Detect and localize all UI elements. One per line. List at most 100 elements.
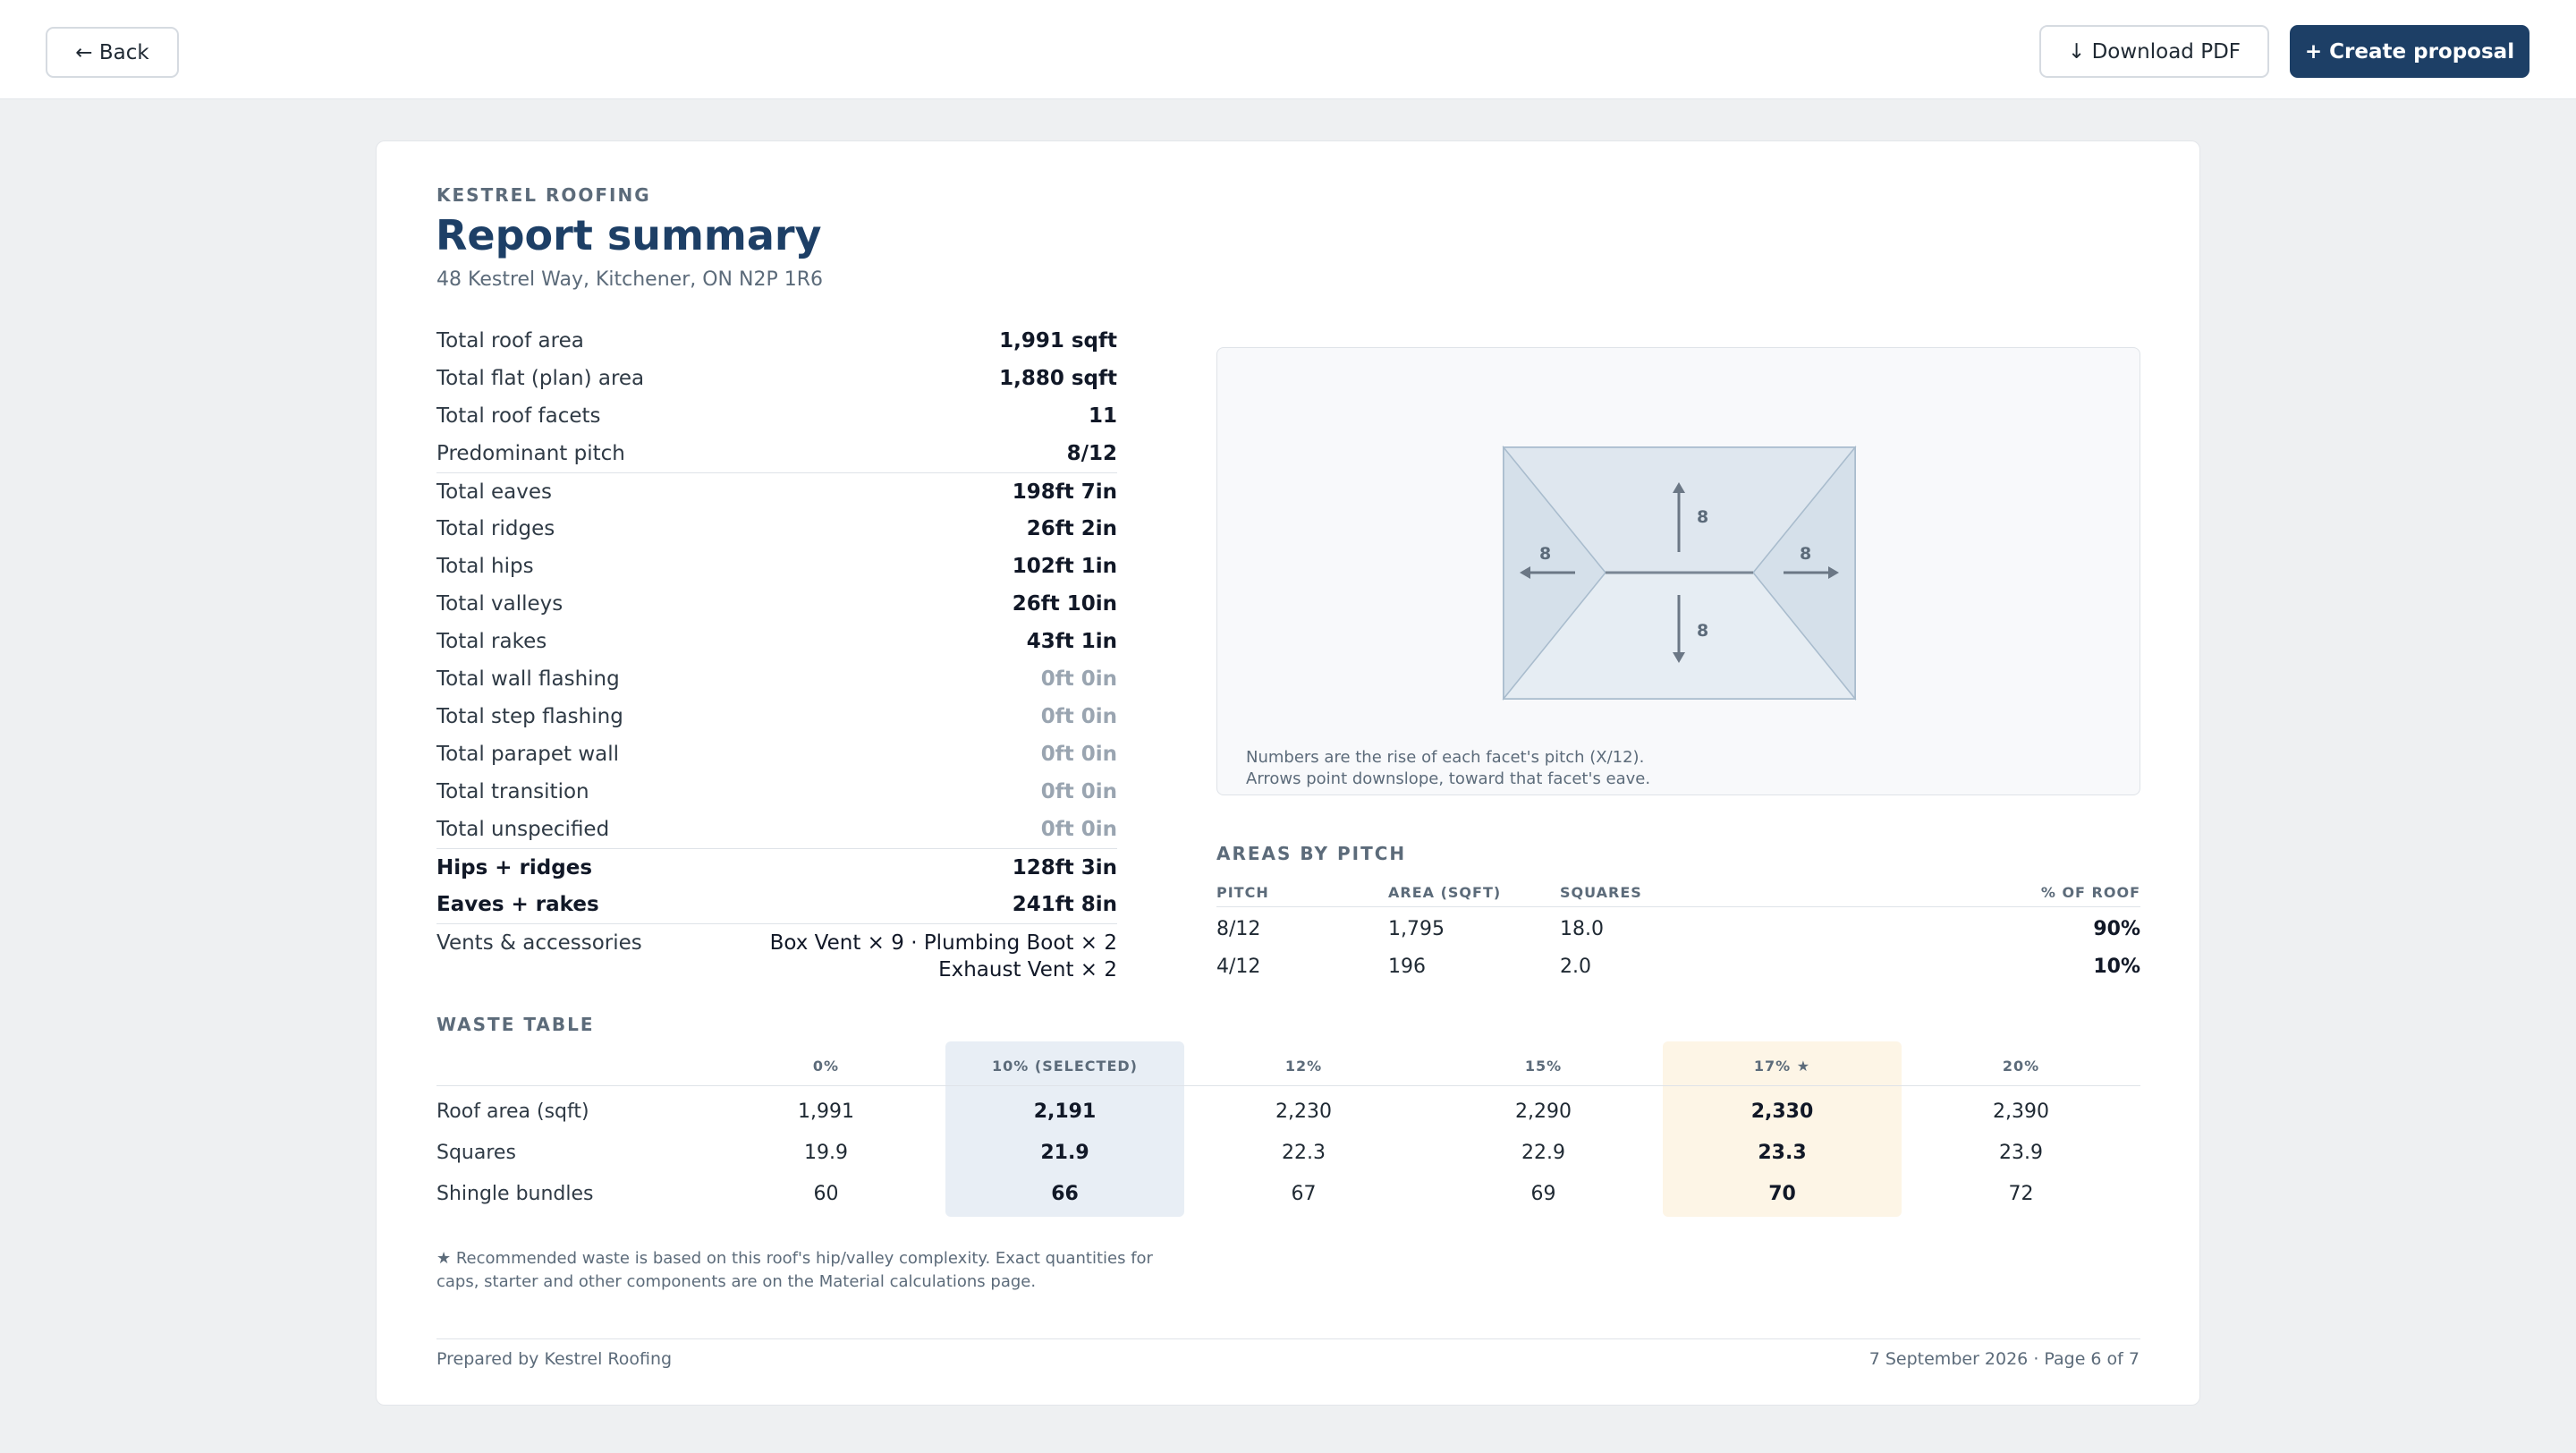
- stat-row: Total eaves 198ft 7in: [436, 472, 1117, 510]
- table-row: Squares 19.9 21.9 22.3 22.9 23.3 23.9: [436, 1131, 2140, 1172]
- table-cell: 23.3: [1758, 1142, 1807, 1164]
- stat-label: Eaves + rakes: [436, 893, 599, 916]
- table-row: 4/12 196 2.0 10%: [1216, 945, 2140, 982]
- diagram-note-line2: Arrows point downslope, toward that face…: [1246, 769, 1651, 788]
- table-cell: 60: [813, 1183, 839, 1205]
- date-page-number: 7 September 2026 · Page 6 of 7: [1868, 1349, 2140, 1369]
- table-cell: 2,191: [1033, 1100, 1097, 1123]
- column-header: 20%: [2002, 1058, 2040, 1075]
- column-header: 10% (SELECTED): [992, 1058, 1138, 1075]
- stat-value: 102ft 1in: [1012, 555, 1117, 578]
- stat-value: 0ft 0in: [1040, 743, 1117, 766]
- property-address: 48 Kestrel Way, Kitchener, ON N2P 1R6: [436, 268, 823, 291]
- table-cell: 2,290: [1515, 1100, 1572, 1123]
- stat-label: Total eaves: [436, 480, 553, 504]
- arrow-east-head-icon: [1828, 566, 1839, 579]
- stat-label: Total valleys: [436, 592, 564, 616]
- column-header: AREA (SQFT): [1388, 884, 1502, 901]
- column-header: 0%: [812, 1058, 840, 1075]
- table-cell: 21.9: [1040, 1142, 1089, 1164]
- column-header: % OF ROOF: [2040, 884, 2140, 901]
- stat-row: Total rakes 43ft 1in: [436, 623, 1117, 660]
- stat-value: 198ft 7in: [1012, 480, 1117, 504]
- table-cell: 22.9: [1521, 1142, 1565, 1164]
- stat-row: Total ridges 26ft 2in: [436, 510, 1117, 548]
- roof-diagram-svg: 8 8 8 8: [1502, 445, 1857, 701]
- stat-value: 241ft 8in: [1012, 893, 1117, 916]
- stat-row: Total unspecified 0ft 0in: [436, 811, 1117, 848]
- stat-row: Predominant pitch 8/12: [436, 435, 1117, 472]
- page-title: Report summary: [436, 211, 822, 259]
- stat-value: 128ft 3in: [1012, 856, 1117, 879]
- stat-label: Total step flashing: [436, 705, 623, 728]
- create-proposal-button[interactable]: + Create proposal: [2290, 25, 2529, 78]
- table-cell: 1,991: [798, 1100, 854, 1123]
- stat-row: Total valleys 26ft 10in: [436, 585, 1117, 623]
- table-cell: 4/12: [1216, 956, 1261, 978]
- stat-value: 26ft 2in: [1026, 517, 1117, 540]
- table-cell: 2.0: [1560, 956, 1591, 978]
- stat-row: Total roof area 1,991 sqft: [436, 322, 1117, 360]
- stat-row: Total transition 0ft 0in: [436, 773, 1117, 811]
- table-row: Shingle bundles 60 66 67 69 70 72: [436, 1172, 2140, 1213]
- vents-label: Vents & accessories: [436, 931, 642, 955]
- stat-label: Total rakes: [436, 630, 547, 653]
- table-cell: 67: [1291, 1183, 1317, 1205]
- table-row: 8/12 1,795 18.0 90%: [1216, 907, 2140, 945]
- stat-value: 8/12: [1066, 442, 1117, 465]
- stat-value: 1,880 sqft: [999, 367, 1117, 390]
- waste-footnote: ★ Recommended waste is based on this roo…: [436, 1249, 1153, 1291]
- stat-label: Total unspecified: [436, 818, 610, 841]
- column-header: PITCH: [1216, 884, 1269, 901]
- vents-value-line1: Box Vent × 9 · Plumbing Boot × 2: [769, 931, 1117, 955]
- vents-value-line2: Exhaust Vent × 2: [938, 958, 1117, 981]
- top-toolbar: ← Back ↓ Download PDF + Create proposal: [0, 0, 2576, 99]
- stat-value: 0ft 0in: [1040, 780, 1117, 803]
- stat-row: Total parapet wall 0ft 0in: [436, 735, 1117, 773]
- table-cell: 8/12: [1216, 918, 1261, 940]
- row-label: Shingle bundles: [436, 1183, 594, 1205]
- stat-value: 0ft 0in: [1040, 818, 1117, 841]
- stat-value: 0ft 0in: [1040, 705, 1117, 728]
- stat-value: 43ft 1in: [1026, 630, 1117, 653]
- column-header: 15%: [1524, 1058, 1563, 1075]
- column-header: 12%: [1284, 1058, 1323, 1075]
- arrow-north-head-icon: [1673, 482, 1685, 493]
- stat-label: Predominant pitch: [436, 442, 625, 465]
- table-cell: 19.9: [804, 1142, 848, 1164]
- areas-by-pitch-title: AREAS BY PITCH: [1216, 843, 1407, 864]
- pitch-label-east: 8: [1800, 544, 1811, 564]
- pitch-label-west: 8: [1539, 544, 1551, 564]
- table-cell: 70: [1768, 1183, 1796, 1205]
- recommended-column-highlight: [1663, 1041, 1902, 1217]
- table-row: Roof area (sqft) 1,991 2,191 2,230 2,290…: [436, 1090, 2140, 1131]
- diagram-note-line1: Numbers are the rise of each facet's pit…: [1246, 748, 1645, 767]
- stat-value: 11: [1088, 404, 1117, 428]
- column-header: 17% ★: [1753, 1058, 1811, 1075]
- arrow-south-head-icon: [1673, 652, 1685, 663]
- table-cell: 90%: [2093, 918, 2140, 940]
- footer-divider: [436, 1338, 2140, 1339]
- stat-label: Total hips: [436, 555, 534, 578]
- download-pdf-button[interactable]: ↓ Download PDF: [2039, 25, 2269, 78]
- table-header: PITCH AREA (SQFT) SQUARES % OF ROOF: [1216, 875, 2140, 907]
- row-label: Roof area (sqft): [436, 1100, 589, 1123]
- table-cell: 66: [1051, 1183, 1079, 1205]
- arrow-west-head-icon: [1520, 566, 1530, 579]
- table-cell: 22.3: [1282, 1142, 1326, 1164]
- table-cell: 72: [2008, 1183, 2034, 1205]
- stat-value: 0ft 0in: [1040, 667, 1117, 691]
- stat-row: Eaves + rakes 241ft 8in: [436, 886, 1117, 923]
- stat-label: Total roof area: [436, 329, 584, 353]
- stat-row: Total hips 102ft 1in: [436, 548, 1117, 585]
- pitch-label-north: 8: [1697, 507, 1708, 527]
- back-button[interactable]: ← Back: [46, 27, 179, 78]
- stat-label: Total flat (plan) area: [436, 367, 645, 390]
- stat-row: Total flat (plan) area 1,880 sqft: [436, 360, 1117, 397]
- prepared-by: Prepared by Kestrel Roofing: [436, 1349, 673, 1369]
- stat-row: Hips + ridges 128ft 3in: [436, 848, 1117, 886]
- roof-diagram: 8 8 8 8 Numbers are the rise of each fac…: [1216, 347, 2140, 795]
- stat-label: Total roof facets: [436, 404, 601, 428]
- stat-value: 1,991 sqft: [999, 329, 1117, 353]
- stat-label: Total parapet wall: [436, 743, 620, 766]
